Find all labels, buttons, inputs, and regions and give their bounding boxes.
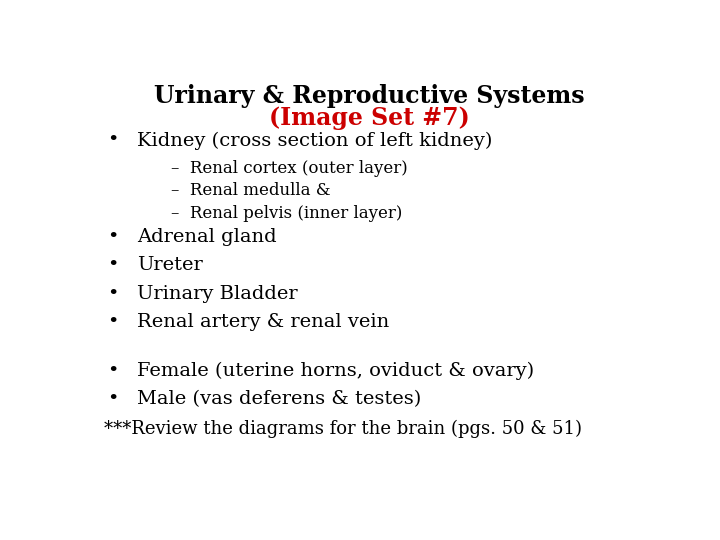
Text: •: • [107,228,118,246]
Text: •: • [107,285,118,303]
Text: ***Review the diagrams for the brain (pgs. 50 & 51): ***Review the diagrams for the brain (pg… [104,420,582,438]
Text: •: • [107,131,118,150]
Text: –  Renal medulla &: – Renal medulla & [171,183,330,199]
Text: Female (uterine horns, oviduct & ovary): Female (uterine horns, oviduct & ovary) [138,362,534,380]
Text: Urinary & Reproductive Systems: Urinary & Reproductive Systems [153,84,585,107]
Text: •: • [107,362,118,380]
Text: •: • [107,313,118,331]
Text: Male (vas deferens & testes): Male (vas deferens & testes) [138,390,422,408]
Text: Adrenal gland: Adrenal gland [138,228,277,246]
Text: Ureter: Ureter [138,256,203,274]
Text: •: • [107,390,118,408]
Text: Kidney (cross section of left kidney): Kidney (cross section of left kidney) [138,131,492,150]
Text: –  Renal pelvis (inner layer): – Renal pelvis (inner layer) [171,205,402,222]
Text: Renal artery & renal vein: Renal artery & renal vein [138,313,390,331]
Text: •: • [107,256,118,274]
Text: (Image Set #7): (Image Set #7) [269,106,469,130]
Text: Urinary Bladder: Urinary Bladder [138,285,298,303]
Text: –  Renal cortex (outer layer): – Renal cortex (outer layer) [171,160,408,177]
